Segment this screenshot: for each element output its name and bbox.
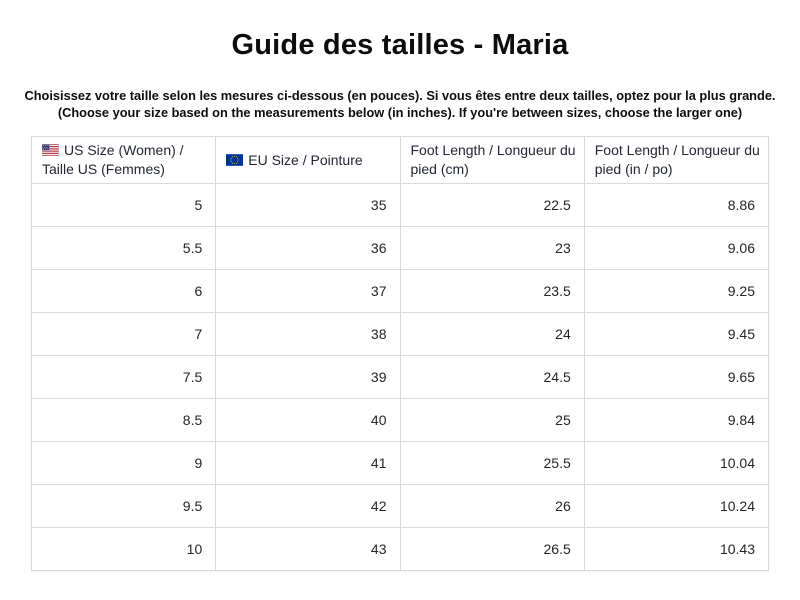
foot-length-in-cell: 10.43 bbox=[583, 527, 770, 571]
us-size-cell: 5 bbox=[30, 183, 217, 227]
us-size-cell: 6 bbox=[30, 269, 217, 313]
us-size-cell: 7.5 bbox=[30, 355, 217, 399]
foot-length-cm-cell: 26 bbox=[399, 484, 585, 528]
eu-size-cell: 35 bbox=[215, 183, 401, 227]
size-guide-table: US Size (Women) / Taille US (Femmes) bbox=[30, 136, 770, 571]
page-title: Guide des tailles - Maria bbox=[231, 29, 569, 61]
us-flag-icon bbox=[41, 143, 60, 157]
foot-length-in-cell: 9.65 bbox=[583, 355, 770, 399]
subtitle: Choisissez votre taille selon les mesure… bbox=[0, 88, 800, 121]
table-row: 9.5 42 26 10.24 bbox=[30, 484, 770, 528]
header-eu-size: EU Size / Pointure bbox=[215, 136, 401, 184]
foot-length-in-cell: 8.86 bbox=[583, 183, 770, 227]
header-foot-length-in: Foot Length / Longueur du pied (in / po) bbox=[583, 136, 770, 184]
eu-size-cell: 37 bbox=[215, 269, 401, 313]
foot-length-in-cell: 9.25 bbox=[583, 269, 770, 313]
header-us-size: US Size (Women) / Taille US (Femmes) bbox=[30, 136, 217, 184]
eu-size-cell: 38 bbox=[215, 312, 401, 356]
table-row: 9 41 25.5 10.04 bbox=[30, 441, 770, 485]
foot-length-cm-cell: 24.5 bbox=[399, 355, 585, 399]
eu-size-cell: 39 bbox=[215, 355, 401, 399]
us-size-cell: 10 bbox=[30, 527, 217, 571]
table-row: 6 37 23.5 9.25 bbox=[30, 269, 770, 313]
eu-size-cell: 36 bbox=[215, 226, 401, 270]
table-row: 10 43 26.5 10.43 bbox=[30, 527, 770, 571]
foot-length-cm-cell: 26.5 bbox=[399, 527, 585, 571]
foot-length-cm-cell: 25.5 bbox=[399, 441, 585, 485]
foot-length-cm-cell: 23.5 bbox=[399, 269, 585, 313]
foot-length-cm-cell: 25 bbox=[399, 398, 585, 442]
table-row: 7 38 24 9.45 bbox=[30, 312, 770, 356]
foot-length-cm-cell: 24 bbox=[399, 312, 585, 356]
foot-length-in-cell: 9.45 bbox=[583, 312, 770, 356]
foot-length-in-cell: 10.04 bbox=[583, 441, 770, 485]
us-size-cell: 9.5 bbox=[30, 484, 217, 528]
table-row: 8.5 40 25 9.84 bbox=[30, 398, 770, 442]
header-foot-length-cm: Foot Length / Longueur du pied (cm) bbox=[399, 136, 585, 184]
subtitle-line-english: (Choose your size based on the measureme… bbox=[57, 104, 743, 120]
foot-length-in-cell: 9.06 bbox=[583, 226, 770, 270]
eu-size-cell: 41 bbox=[215, 441, 401, 485]
eu-size-cell: 40 bbox=[215, 398, 401, 442]
table-row: 5 35 22.5 8.86 bbox=[30, 183, 770, 227]
header-foot-length-in-label: Foot Length / Longueur du pied (in / po) bbox=[594, 142, 760, 177]
header-foot-length-cm-label: Foot Length / Longueur du pied (cm) bbox=[410, 142, 576, 177]
eu-flag-icon bbox=[226, 153, 244, 166]
us-size-cell: 7 bbox=[30, 312, 217, 356]
table-row: 7.5 39 24.5 9.65 bbox=[30, 355, 770, 399]
table-row: 5.5 36 23 9.06 bbox=[30, 226, 770, 270]
us-size-cell: 5.5 bbox=[30, 226, 217, 270]
eu-size-cell: 43 bbox=[215, 527, 401, 571]
header-us-size-label: US Size (Women) / Taille US (Femmes) bbox=[42, 142, 184, 177]
header-eu-size-label: EU Size / Pointure bbox=[248, 151, 363, 168]
foot-length-in-cell: 10.24 bbox=[583, 484, 770, 528]
foot-length-in-cell: 9.84 bbox=[583, 398, 770, 442]
subtitle-line-french: Choisissez votre taille selon les mesure… bbox=[24, 88, 776, 103]
foot-length-cm-cell: 23 bbox=[399, 226, 585, 270]
eu-size-cell: 42 bbox=[215, 484, 401, 528]
foot-length-cm-cell: 22.5 bbox=[399, 183, 585, 227]
table-header-row: US Size (Women) / Taille US (Femmes) bbox=[30, 136, 770, 184]
us-size-cell: 8.5 bbox=[30, 398, 217, 442]
us-size-cell: 9 bbox=[30, 441, 217, 485]
